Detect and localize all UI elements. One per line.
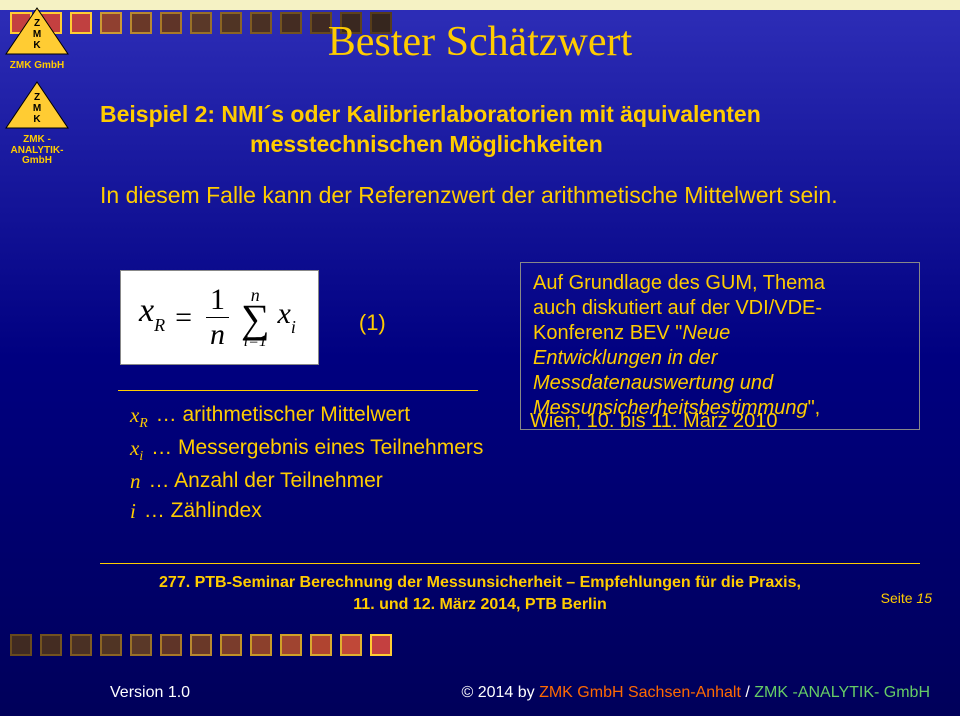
legend-text: … Messergebnis eines Teilnehmers xyxy=(151,433,483,466)
decor-square xyxy=(100,634,122,656)
decor-square xyxy=(310,634,332,656)
formula-area: xR = 1 n n ∑ i=1 xi (1) xyxy=(120,270,386,365)
version-label: Version 1.0 xyxy=(110,684,190,702)
decor-square xyxy=(130,634,152,656)
footer-main: 277. PTB-Seminar Berechnung der Messunsi… xyxy=(0,572,960,615)
equation-number: (1) xyxy=(359,310,386,336)
footer-separator xyxy=(100,563,920,564)
decor-square xyxy=(160,634,182,656)
copyright-a: ZMK GmbH Sachsen-Anhalt xyxy=(539,684,741,701)
legend-symbol: xR xyxy=(130,400,148,433)
legend-row: xR… arithmetischer Mittelwert xyxy=(130,400,483,433)
copyright-sep: / xyxy=(741,684,754,701)
legend-symbol: n xyxy=(130,466,141,496)
footer-line2: 11. und 12. März 2014, PTB Berlin xyxy=(353,596,606,613)
decor-square xyxy=(40,634,62,656)
copyright-pre: © 2014 by xyxy=(461,684,539,701)
legend-row: n … Anzahl der Teilnehmer xyxy=(130,466,483,496)
formula-lhs-sub: R xyxy=(154,315,165,335)
decor-square xyxy=(70,634,92,656)
decor-square xyxy=(220,634,242,656)
decor-square xyxy=(10,634,32,656)
legend-symbol: i xyxy=(130,496,136,526)
decor-square xyxy=(370,634,392,656)
formula-term-var: x xyxy=(278,297,291,330)
formula-eq: = xyxy=(175,301,192,334)
intro-paragraph: In diesem Falle kann der Referenzwert de… xyxy=(100,182,930,209)
legend-row: xi… Messergebnis eines Teilnehmers xyxy=(130,433,483,466)
note-l3: Konferenz BEV " xyxy=(533,322,682,344)
decorative-squares-bottom xyxy=(0,634,960,660)
legend-text: … arithmetischer Mittelwert xyxy=(156,400,410,433)
note-l5-em: Messdatenauswertung und xyxy=(533,372,773,394)
seite-label: Seite xyxy=(881,590,917,606)
formula-sum-bot: i=1 xyxy=(241,334,270,350)
footer-line1: 277. PTB-Seminar Berechnung der Messunsi… xyxy=(159,574,801,591)
note-l6-tail: ", xyxy=(808,397,821,419)
note-location-date: Wien, 10. bis 11. März 2010 xyxy=(530,410,778,433)
note-l4-em: Entwicklungen in der xyxy=(533,347,718,369)
note-box: Auf Grundlage des GUM, Thema auch diskut… xyxy=(520,262,920,430)
legend-row: i … Zählindex xyxy=(130,496,483,526)
legend-symbol: xi xyxy=(130,433,143,466)
logo-label-bottom: ZMK -ANALYTIK- GmbH xyxy=(2,135,72,167)
svg-text:M: M xyxy=(33,103,41,114)
formula-lhs-var: x xyxy=(139,292,154,329)
legend-list: xR… arithmetischer Mittelwertxi… Messerg… xyxy=(130,400,483,527)
formula-frac-num: 1 xyxy=(206,283,229,317)
decor-square xyxy=(250,634,272,656)
top-stripe xyxy=(0,0,960,10)
legend-separator xyxy=(118,390,478,391)
note-l3-em: Neue xyxy=(682,322,730,344)
formula-box: xR = 1 n n ∑ i=1 xi xyxy=(120,270,319,365)
subtitle-line1: Beispiel 2: NMI´s oder Kalibrierlaborato… xyxy=(100,100,930,130)
page-number: Seite 15 xyxy=(881,590,932,606)
legend-text: … Anzahl der Teilnehmer xyxy=(149,466,383,496)
note-l2: auch diskutiert auf der VDI/VDE- xyxy=(533,297,822,319)
decor-square xyxy=(190,634,212,656)
legend-text: … Zählindex xyxy=(144,496,262,526)
logo-zmk-analytik: ZMK ZMK -ANALYTIK- GmbH xyxy=(2,78,72,167)
note-l1: Auf Grundlage des GUM, Thema xyxy=(533,272,825,294)
subtitle-line2: messtechnischen Möglichkeiten xyxy=(100,130,930,160)
svg-text:K: K xyxy=(33,114,41,125)
copyright-b: ZMK -ANALYTIK- GmbH xyxy=(754,684,930,701)
formula-term-sub: i xyxy=(291,317,296,337)
svg-text:Z: Z xyxy=(34,92,40,103)
sigma-symbol: ∑ xyxy=(241,304,270,334)
decor-square xyxy=(280,634,302,656)
content-block: Beispiel 2: NMI´s oder Kalibrierlaborato… xyxy=(100,100,930,209)
copyright: © 2014 by ZMK GmbH Sachsen-Anhalt / ZMK … xyxy=(461,684,930,702)
formula-frac-den: n xyxy=(206,317,229,352)
seite-num: 15 xyxy=(916,590,932,606)
decor-square xyxy=(340,634,362,656)
page-title: Bester Schätzwert xyxy=(0,18,960,66)
